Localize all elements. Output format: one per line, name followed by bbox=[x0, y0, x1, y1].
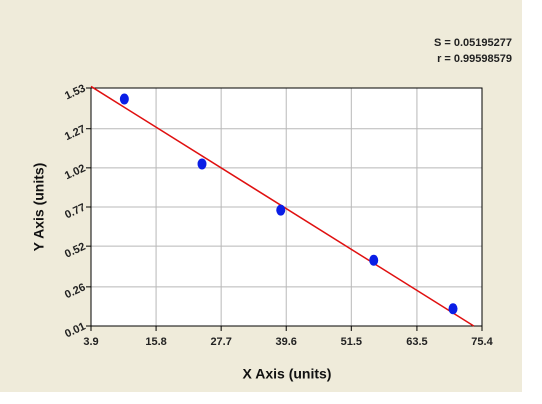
x-tick-label: 39.6 bbox=[276, 336, 297, 348]
x-tick-label: 15.8 bbox=[145, 336, 166, 348]
data-point bbox=[119, 93, 129, 105]
data-point bbox=[448, 303, 458, 315]
x-tick-label: 75.4 bbox=[471, 336, 493, 348]
y-axis-title: Y Axis (units) bbox=[31, 163, 47, 252]
x-tick-label: 51.5 bbox=[341, 336, 362, 348]
x-tick-label: 63.5 bbox=[406, 336, 427, 348]
data-point bbox=[369, 254, 379, 266]
data-point bbox=[276, 204, 286, 216]
annotation: S = 0.05195277 bbox=[434, 37, 512, 49]
annotation: r = 0.99598579 bbox=[437, 53, 512, 65]
plot-border bbox=[90, 87, 483, 327]
x-tick-label: 27.7 bbox=[210, 336, 231, 348]
data-point bbox=[197, 158, 207, 170]
x-tick-label: 3.9 bbox=[83, 336, 98, 348]
x-axis-title: X Axis (units) bbox=[243, 366, 332, 382]
